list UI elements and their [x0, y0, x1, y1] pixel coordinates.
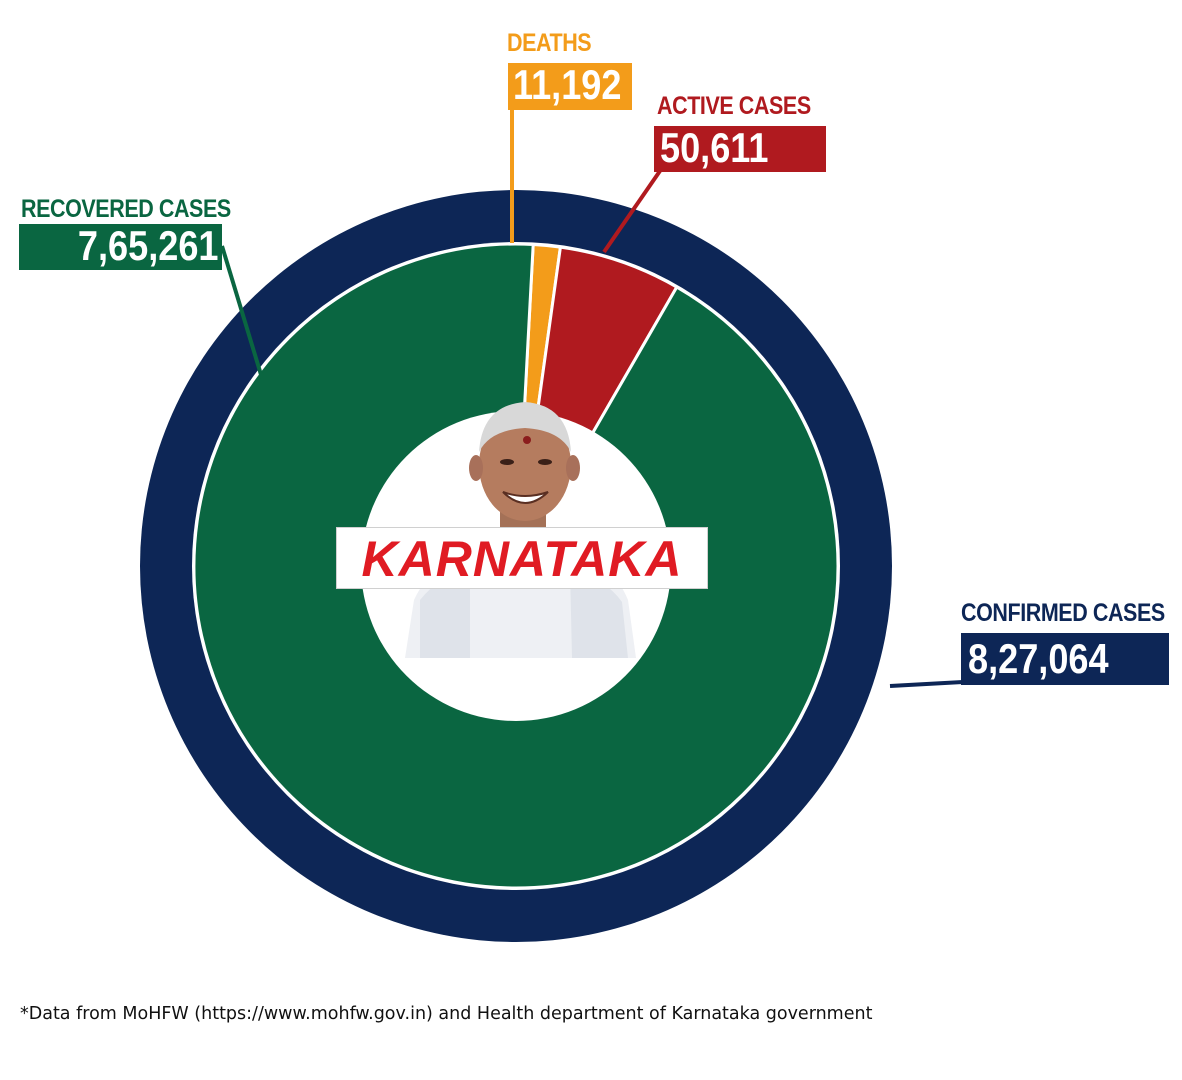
confirmed-cases-value: 8,27,064 [968, 635, 1109, 682]
recovered-cases-value: 7,65,261 [77, 224, 218, 269]
leader-line-confirmed [889, 680, 964, 688]
active-cases-value-box: 50,611 [654, 126, 826, 172]
state-name-banner: KARNATAKA [336, 527, 708, 589]
data-source-footnote: *Data from MoHFW (https://www.mohfw.gov.… [20, 1004, 873, 1024]
deaths-label: DEATHS [507, 29, 592, 57]
recovered-cases-label: RECOVERED CASES [21, 195, 231, 223]
confirmed-cases-value-box: 8,27,064 [961, 633, 1169, 685]
confirmed-cases-label: CONFIRMED CASES [961, 599, 1165, 627]
leader-line-recovered [220, 245, 264, 379]
active-cases-label: ACTIVE CASES [657, 92, 811, 120]
leader-line-active [602, 166, 664, 254]
recovered-cases-value-box: 7,65,261 [19, 224, 222, 270]
deaths-value-box: 11,192 [508, 63, 632, 110]
active-cases-value: 50,611 [660, 126, 769, 171]
deaths-value: 11,192 [513, 63, 622, 108]
state-name: KARNATAKA [361, 531, 683, 587]
